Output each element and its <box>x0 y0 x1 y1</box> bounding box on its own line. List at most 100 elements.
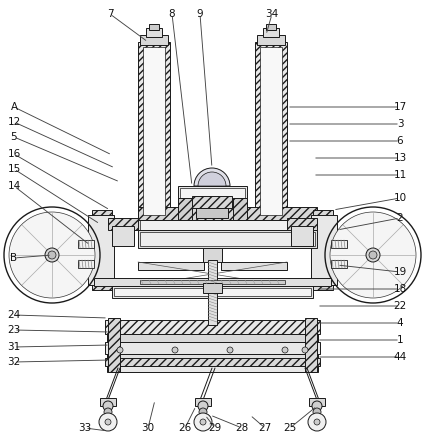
Text: 13: 13 <box>394 153 407 163</box>
Text: 23: 23 <box>7 325 21 335</box>
Text: 2: 2 <box>397 213 403 223</box>
Text: 12: 12 <box>7 117 21 127</box>
Text: 1: 1 <box>397 335 403 345</box>
Circle shape <box>302 347 308 353</box>
Text: 26: 26 <box>178 423 192 433</box>
Bar <box>195 398 211 406</box>
Text: 27: 27 <box>258 423 272 433</box>
Bar <box>313 210 333 290</box>
Bar <box>178 198 192 220</box>
Text: 29: 29 <box>208 423 221 433</box>
Text: 3: 3 <box>397 119 403 129</box>
Circle shape <box>366 248 380 262</box>
Circle shape <box>103 401 113 411</box>
Text: 17: 17 <box>394 102 407 112</box>
Circle shape <box>104 408 112 416</box>
Bar <box>291 226 313 246</box>
Bar <box>138 230 317 248</box>
Text: 9: 9 <box>197 9 203 19</box>
Bar <box>143 47 165 215</box>
Bar <box>140 220 315 230</box>
Circle shape <box>172 347 178 353</box>
Bar <box>78 260 94 268</box>
Circle shape <box>9 212 95 298</box>
Bar <box>331 240 347 248</box>
Bar <box>138 262 204 270</box>
Circle shape <box>99 413 117 431</box>
Text: 14: 14 <box>7 181 21 191</box>
Text: 33: 33 <box>78 423 92 433</box>
Bar <box>146 28 162 37</box>
Circle shape <box>313 408 321 416</box>
Bar <box>203 248 222 262</box>
Text: 10: 10 <box>394 193 407 203</box>
Bar <box>266 24 276 30</box>
Bar <box>221 262 287 270</box>
Bar <box>331 260 347 268</box>
Bar <box>100 398 116 406</box>
Text: 15: 15 <box>7 164 21 174</box>
Text: A: A <box>11 102 17 112</box>
Bar <box>138 218 317 232</box>
Circle shape <box>198 401 208 411</box>
Circle shape <box>200 419 206 425</box>
Bar <box>203 283 222 293</box>
Text: 18: 18 <box>394 284 407 294</box>
Bar <box>305 318 317 372</box>
Bar <box>138 280 204 286</box>
Bar <box>140 232 315 246</box>
Bar <box>287 218 317 230</box>
Bar <box>107 334 318 342</box>
Bar <box>78 240 94 248</box>
Bar <box>107 366 318 372</box>
Bar <box>255 42 287 220</box>
Text: 31: 31 <box>7 342 21 352</box>
Text: 6: 6 <box>397 136 403 146</box>
Bar <box>178 186 247 200</box>
Circle shape <box>369 251 377 259</box>
Text: 11: 11 <box>394 170 407 180</box>
Text: 32: 32 <box>7 357 21 367</box>
Circle shape <box>330 212 416 298</box>
Bar <box>105 358 320 366</box>
Bar <box>309 398 325 406</box>
Bar <box>221 280 287 286</box>
Text: 8: 8 <box>169 9 175 19</box>
Bar <box>138 207 317 220</box>
Circle shape <box>308 413 326 431</box>
Text: 19: 19 <box>394 267 407 277</box>
Text: 7: 7 <box>107 9 113 19</box>
Bar <box>257 35 285 45</box>
Bar <box>192 196 232 208</box>
Text: 28: 28 <box>235 423 249 433</box>
Bar <box>112 286 313 298</box>
Bar <box>263 28 279 37</box>
Circle shape <box>227 347 233 353</box>
Text: 4: 4 <box>397 318 403 328</box>
Bar <box>107 354 318 360</box>
Circle shape <box>314 419 320 425</box>
Text: 25: 25 <box>283 423 297 433</box>
Wedge shape <box>194 168 230 186</box>
Bar <box>114 288 311 296</box>
Circle shape <box>45 248 59 262</box>
Wedge shape <box>198 172 226 186</box>
Text: 34: 34 <box>265 9 279 19</box>
Text: 22: 22 <box>394 301 407 311</box>
Text: 5: 5 <box>11 132 17 142</box>
Circle shape <box>312 401 322 411</box>
Text: 30: 30 <box>142 423 155 433</box>
Bar <box>105 342 320 354</box>
Bar <box>92 210 112 290</box>
Circle shape <box>199 408 207 416</box>
Circle shape <box>117 347 123 353</box>
Bar <box>112 226 134 246</box>
Text: 24: 24 <box>7 310 21 320</box>
Circle shape <box>48 251 56 259</box>
Circle shape <box>194 413 212 431</box>
Bar <box>108 218 138 230</box>
Bar <box>105 320 320 334</box>
Bar <box>140 35 168 45</box>
Bar <box>138 42 170 220</box>
Circle shape <box>105 419 111 425</box>
